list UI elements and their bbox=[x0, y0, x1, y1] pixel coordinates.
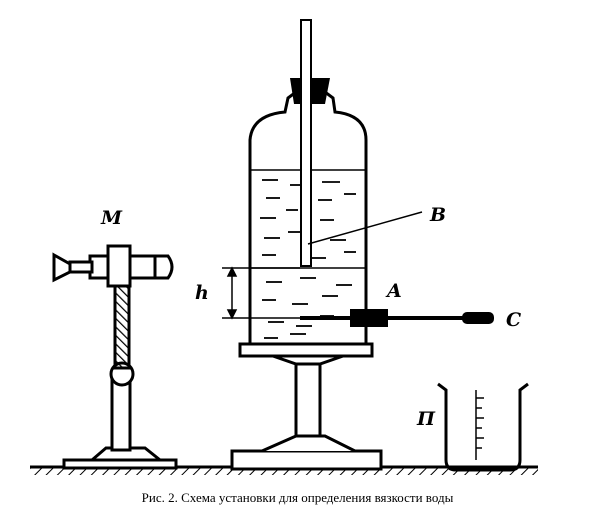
capillary bbox=[300, 309, 494, 327]
stand-m bbox=[52, 244, 178, 470]
label-a: A bbox=[385, 280, 402, 302]
vessel bbox=[230, 19, 383, 471]
label-m: M bbox=[100, 207, 123, 229]
leader-b bbox=[307, 211, 423, 245]
water-dashes bbox=[260, 179, 356, 339]
label-b: B bbox=[429, 204, 446, 226]
beaker bbox=[437, 382, 529, 472]
height-dimension bbox=[222, 266, 300, 320]
label-p: П bbox=[416, 408, 436, 430]
label-h: h bbox=[195, 282, 209, 304]
label-c: C bbox=[506, 309, 521, 331]
figure-caption: Рис. 2. Схема установки для определения … bbox=[141, 490, 454, 505]
